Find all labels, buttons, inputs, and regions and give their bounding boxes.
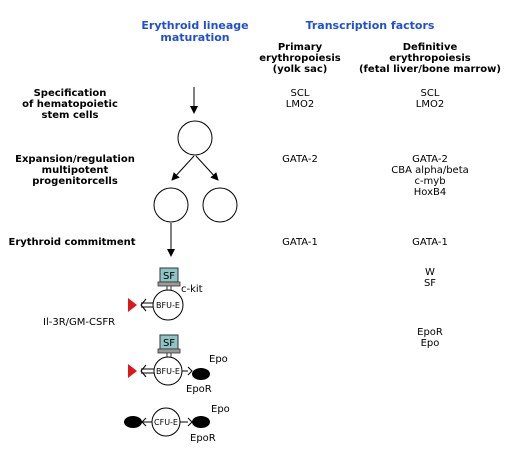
definitive-tf-lmo2: LMO2: [415, 99, 445, 110]
il3-receptor: [140, 298, 147, 312]
epo-ligand-right: [192, 416, 210, 428]
epo-label-2: Epo: [211, 404, 230, 415]
tf-header: Transcription factors: [305, 19, 435, 32]
definitive-header-line1: Definitive: [402, 42, 458, 53]
epo-ligand-1: [192, 368, 210, 380]
primary-header-line2: erythropoiesis: [259, 53, 341, 64]
stage-specification-line1: Specification: [33, 88, 107, 99]
definitive-tf-sf: SF: [423, 278, 437, 289]
definitive-tf-epor: EpoR: [417, 327, 443, 338]
definitive-tf-cba: CBA alpha/beta: [391, 165, 469, 176]
epor-receptor-left: [141, 417, 152, 427]
il3-receptor-2: [140, 364, 147, 378]
arrow-branch-right: [195, 155, 219, 181]
definitive-tf-epo: Epo: [420, 338, 440, 349]
epor-label-2: EpoR: [190, 433, 216, 444]
stage-expansion-line2: multipotent: [41, 165, 109, 176]
ckit-receptor-1: [157, 281, 181, 287]
il3-ligand-triangle-2: [128, 364, 137, 378]
stage-expansion-line3: progenitorcells: [32, 176, 118, 187]
primary-header-line1: Primary: [277, 42, 323, 53]
primary-tf-scl: SCL: [290, 88, 310, 99]
definitive-tf-gata2: GATA-2: [412, 154, 448, 165]
lineage-header-line1: Erythroid lineage: [141, 19, 249, 32]
epor-receptor-right: [180, 417, 193, 427]
progenitor-cell-right: [202, 187, 238, 223]
definitive-tf-gata1: GATA-1: [412, 237, 448, 248]
sf-label-1: SF: [163, 271, 175, 282]
definitive-header-line3: (fetal liver/bone marrow): [358, 64, 501, 75]
primary-tf-gata1: GATA-1: [282, 237, 318, 248]
primary-header-line3: (yolk sac): [272, 64, 328, 75]
stage-expansion-line1: Expansion/regulation: [15, 154, 135, 165]
definitive-tf-cmyb: c-myb: [414, 176, 446, 187]
definitive-tf-hoxb4: HoxB4: [413, 187, 447, 198]
epo-ligand-left: [124, 416, 142, 428]
lineage-header-line2: maturation: [160, 31, 230, 44]
stage-specification-line3: stem cells: [41, 110, 99, 121]
stage-specification-line2: of hematopoietic: [22, 99, 118, 110]
bfu-e-cell-1: [152, 289, 184, 321]
definitive-tf-w: W: [425, 267, 435, 278]
il3-ligand-triangle: [128, 298, 137, 312]
primary-tf-gata2: GATA-2: [282, 154, 318, 165]
bfu-e-label-1: BFU-E: [156, 301, 180, 310]
definitive-header-line2: erythropoiesis: [389, 53, 471, 64]
arrow-branch-left: [171, 155, 195, 181]
progenitor-cell-left: [153, 187, 189, 223]
epor-receptor-1: [182, 366, 193, 376]
ckit-label: c-kit: [181, 284, 203, 295]
stem-cell: [177, 120, 213, 156]
definitive-tf-scl: SCL: [420, 88, 440, 99]
stage-commitment: Erythroid commitment: [8, 237, 136, 248]
epor-label-1: EpoR: [186, 384, 212, 395]
primary-tf-lmo2: LMO2: [285, 99, 315, 110]
il3-label: Il-3R/GM-CSFR: [43, 317, 115, 328]
ckit-receptor-2: [157, 348, 181, 354]
bfu-e-label-2: BFU-E: [156, 367, 180, 376]
cfu-e-label: CFU-E: [154, 418, 178, 427]
sf-label-2: SF: [163, 338, 175, 349]
epo-label-1: Epo: [209, 354, 228, 365]
